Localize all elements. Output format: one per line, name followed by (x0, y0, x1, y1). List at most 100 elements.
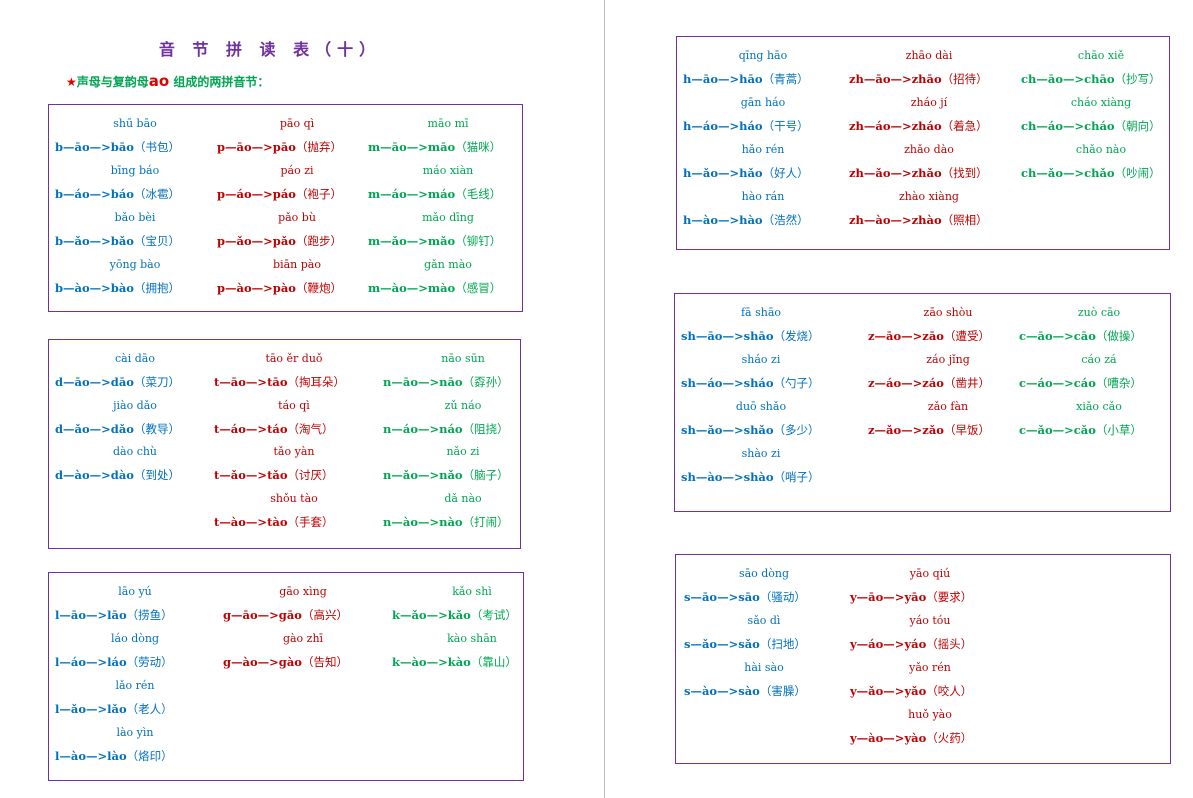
rule-text: s—āo—>sāo (684, 590, 760, 604)
rule-text: n—ǎo—>nǎo (383, 468, 463, 483)
pinyin-label: huǒ yào (908, 708, 952, 721)
syllable-item: gāo xìng g—āo—>gāo（高兴） (223, 585, 383, 623)
pinyin-label: nǎo zi (446, 445, 480, 459)
example-word: （告知） (301, 655, 348, 669)
example-word: （猫咪） (455, 140, 502, 154)
spelling-rule: n—ǎo—>nǎo（脑子） (383, 467, 543, 483)
rule-text: p—áo—>páo (217, 187, 296, 201)
spelling-rule: z—áo—>záo（凿井） (868, 375, 1028, 391)
spelling-rule: m—ào—>mào（感冒） (368, 280, 528, 296)
example-word: （靠山） (470, 655, 517, 669)
spelling-rule: h—ǎo—>hǎo（好人） (683, 165, 843, 181)
syllable-item: hài sào s—ào—>sào（害臊） (684, 661, 844, 699)
syllable-item: lào yìn l—ào—>lào（烙印） (55, 726, 215, 764)
spelling-rule: t—áo—>táo（淘气） (214, 421, 374, 437)
rule-text: t—ào—>tào (214, 515, 288, 530)
spelling-rule: z—ǎo—>zǎo（早饭） (868, 422, 1028, 438)
rule-text: k—ǎo—>kǎo (392, 608, 471, 622)
spelling-rule: m—āo—>māo（猫咪） (368, 139, 528, 155)
rule-text: y—ào—>yào (850, 731, 927, 745)
syllable-item: gǎn mào m—ào—>mào（感冒） (368, 258, 528, 296)
syllable-item: zǎo fàn z—ǎo—>zǎo（早饭） (868, 400, 1028, 438)
syllable-item: qīng hāo h—āo—>hāo（青蒿） (683, 49, 843, 87)
pinyin-label: yāo qiú (909, 567, 951, 580)
example-word: （照相） (941, 213, 988, 227)
pinyin-label: táo qì (278, 398, 310, 412)
rule-text: p—āo—>pāo (217, 140, 296, 154)
pinyin-label: cháo xiàng (1070, 96, 1132, 109)
spelling-rule: h—ào—>hào（浩然） (683, 212, 843, 228)
spelling-rule: s—ào—>sào（害臊） (684, 683, 844, 699)
example-word: （孬孙） (462, 375, 509, 389)
spelling-rule: g—ào—>gào（告知） (223, 654, 383, 670)
example-word: （到处） (133, 468, 180, 483)
example-word: （发烧） (773, 329, 820, 343)
pinyin-label: zhào xiàng (899, 190, 959, 203)
example-word: （抄写） (1114, 72, 1161, 86)
syllable-item: nāo sūn n—āo—>nāo（孬孙） (383, 352, 543, 390)
pinyin-label: hài sào (744, 661, 784, 674)
page-divider (604, 0, 605, 798)
pinyin-label: lǎo rén (115, 679, 155, 692)
pinyin-label: bǎo bèi (114, 211, 156, 224)
example-word: （招待） (941, 72, 988, 86)
pinyin-label: zāo shòu (923, 306, 973, 319)
example-word: （跑步） (295, 234, 342, 248)
syllable-item: shǒu tào t—ào—>tào（手套） (214, 492, 374, 530)
example-word: （掏耳朵） (287, 375, 346, 389)
example-word: （遭受） (943, 329, 990, 343)
pinyin-label: gān háo (740, 96, 786, 109)
syllable-item: duō shǎo sh—ǎo—>shǎo（多少） (681, 400, 841, 438)
example-word: （浩然） (762, 213, 809, 227)
rule-text: z—áo—>záo (868, 376, 944, 390)
example-word: （捞鱼） (126, 608, 173, 622)
syllable-item: yōng bào b—ào—>bào（拥抱） (55, 258, 215, 296)
example-word: （高兴） (301, 608, 348, 622)
example-word: （菜刀） (133, 375, 180, 389)
example-word: （老人） (126, 702, 173, 716)
syllable-item: gào zhī g—ào—>gào（告知） (223, 632, 383, 670)
syllable-item: mǎo dīng m—ǎo—>mǎo（铆钉） (368, 211, 528, 249)
syllable-item: hào rán h—ào—>hào（浩然） (683, 190, 843, 228)
example-word: （骚动） (759, 590, 806, 604)
pinyin-label: sǎo dì (747, 614, 781, 627)
example-word: （着急） (941, 119, 988, 133)
syllable-item: zǔ náo n—áo—>náo（阻挠） (383, 399, 543, 437)
rule-text: zh—ào—>zhào (849, 213, 942, 227)
syllable-item: dǎ nào n—ào—>nào（打闹） (383, 492, 543, 530)
syllable-item: máo xiàn m—áo—>máo（毛线） (368, 164, 528, 202)
rule-text: p—ào—>pào (217, 281, 296, 295)
syllable-item: zāo shòu z—āo—>zāo（遭受） (868, 306, 1028, 344)
pinyin-label: duō shǎo (735, 400, 787, 413)
pinyin-label: chāo xiě (1077, 49, 1125, 62)
rule-text: l—āo—>lāo (55, 608, 127, 622)
rule-text: h—áo—>háo (683, 119, 763, 133)
pinyin-label: shào zi (741, 447, 781, 460)
example-word: （咬人） (926, 684, 973, 698)
syllable-item: záo jǐng z—áo—>záo（凿井） (868, 353, 1028, 391)
pinyin-label: gào zhī (282, 632, 324, 645)
example-word: （脑子） (462, 468, 509, 483)
example-word: （考试） (470, 608, 517, 622)
rule-text: b—ǎo—>bǎo (55, 234, 134, 248)
rule-text: ch—āo—>chāo (1021, 72, 1115, 86)
spelling-rule: l—ǎo—>lǎo（老人） (55, 701, 215, 717)
spelling-rule: g—āo—>gāo（高兴） (223, 607, 383, 623)
rule-text: n—āo—>nāo (383, 375, 463, 389)
example-word: （吵闹） (1114, 166, 1161, 180)
syllable-item: jiào dǎo d—ǎo—>dǎo（教导） (55, 399, 215, 437)
syllable-item: shū bāo b—āo—>bāo（书包） (55, 117, 215, 155)
example-word: （嘈杂） (1095, 376, 1142, 390)
spelling-rule: t—ào—>tào（手套） (214, 514, 374, 530)
example-word: （书包） (133, 140, 180, 154)
spelling-rule: p—āo—>pāo（抛弃） (217, 139, 377, 155)
spelling-rule: s—ǎo—>sǎo（扫地） (684, 636, 844, 652)
rule-text: b—áo—>báo (55, 187, 134, 201)
syllable-item: páo zi p—áo—>páo（袍子） (217, 164, 377, 202)
spelling-rule: zh—ào—>zhào（照相） (849, 212, 1009, 228)
subtitle-highlight: ao (148, 72, 170, 90)
spelling-rule: d—āo—>dāo（菜刀） (55, 374, 215, 390)
example-word: （毛线） (455, 187, 502, 201)
syllable-item: dào chù d—ào—>dào（到处） (55, 445, 215, 483)
pinyin-label: zuò cāo (1077, 306, 1121, 319)
